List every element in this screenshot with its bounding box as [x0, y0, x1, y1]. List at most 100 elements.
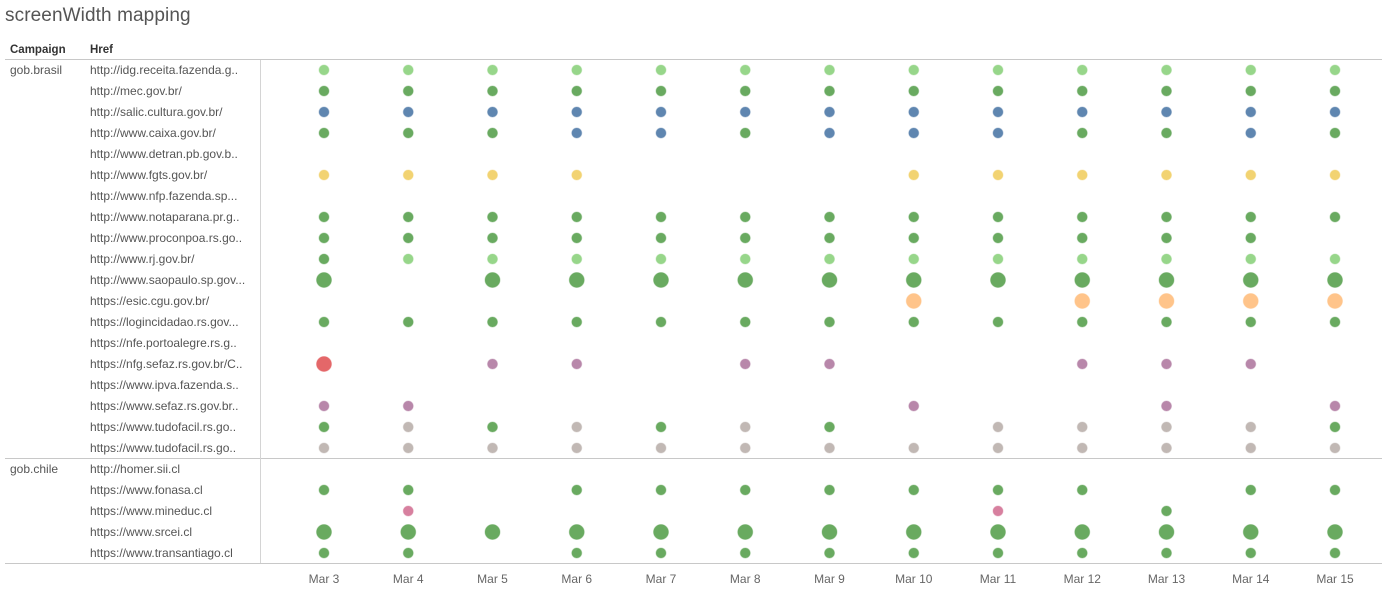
data-point[interactable]: [1076, 442, 1089, 454]
data-point[interactable]: [1073, 523, 1091, 541]
data-point[interactable]: [1244, 85, 1257, 97]
data-point[interactable]: [1326, 523, 1344, 541]
data-point[interactable]: [1244, 484, 1257, 496]
data-point[interactable]: [992, 127, 1004, 139]
data-point[interactable]: [1160, 400, 1173, 412]
data-point[interactable]: [1242, 292, 1260, 310]
data-point[interactable]: [989, 271, 1007, 289]
data-point[interactable]: [1160, 106, 1173, 118]
data-point[interactable]: [739, 253, 752, 265]
data-point[interactable]: [486, 253, 499, 265]
data-point[interactable]: [1329, 106, 1341, 118]
data-point[interactable]: [905, 292, 923, 310]
data-point[interactable]: [402, 316, 415, 328]
data-point[interactable]: [1244, 253, 1257, 265]
data-point[interactable]: [823, 253, 836, 265]
data-point[interactable]: [318, 211, 330, 223]
data-point[interactable]: [655, 106, 667, 118]
data-point[interactable]: [570, 211, 583, 223]
data-point[interactable]: [907, 442, 920, 454]
data-point[interactable]: [399, 523, 417, 541]
data-point[interactable]: [736, 271, 754, 289]
data-point[interactable]: [570, 442, 583, 454]
data-point[interactable]: [1329, 64, 1341, 76]
data-point[interactable]: [1244, 64, 1257, 76]
data-point[interactable]: [1160, 127, 1173, 139]
data-point[interactable]: [402, 547, 415, 559]
data-point[interactable]: [570, 253, 583, 265]
data-point[interactable]: [570, 127, 583, 139]
data-point[interactable]: [823, 358, 836, 370]
data-point[interactable]: [992, 505, 1004, 517]
data-point[interactable]: [739, 106, 752, 118]
data-point[interactable]: [570, 358, 583, 370]
data-point[interactable]: [1244, 169, 1257, 181]
data-point[interactable]: [1326, 292, 1344, 310]
data-point[interactable]: [1160, 505, 1173, 517]
data-point[interactable]: [907, 316, 920, 328]
data-point[interactable]: [570, 64, 583, 76]
data-point[interactable]: [1329, 421, 1341, 433]
data-point[interactable]: [570, 106, 583, 118]
data-point[interactable]: [318, 232, 330, 244]
data-point[interactable]: [907, 127, 920, 139]
data-point[interactable]: [907, 169, 920, 181]
data-point[interactable]: [907, 400, 920, 412]
data-point[interactable]: [318, 421, 330, 433]
data-point[interactable]: [907, 484, 920, 496]
data-point[interactable]: [821, 271, 838, 289]
data-point[interactable]: [992, 316, 1004, 328]
data-point[interactable]: [992, 85, 1004, 97]
data-point[interactable]: [486, 127, 499, 139]
data-point[interactable]: [1329, 316, 1341, 328]
data-point[interactable]: [402, 106, 415, 118]
data-point[interactable]: [568, 271, 586, 289]
data-point[interactable]: [739, 421, 752, 433]
data-point[interactable]: [318, 442, 330, 454]
data-point[interactable]: [1160, 442, 1173, 454]
data-point[interactable]: [1160, 169, 1173, 181]
data-point[interactable]: [318, 64, 330, 76]
data-point[interactable]: [655, 85, 667, 97]
data-point[interactable]: [992, 547, 1004, 559]
data-point[interactable]: [1329, 169, 1341, 181]
data-point[interactable]: [1160, 211, 1173, 223]
data-point[interactable]: [318, 400, 330, 412]
data-point[interactable]: [318, 484, 330, 496]
data-point[interactable]: [821, 523, 838, 541]
data-point[interactable]: [486, 169, 499, 181]
data-point[interactable]: [1076, 211, 1089, 223]
data-point[interactable]: [739, 232, 752, 244]
data-point[interactable]: [402, 127, 415, 139]
data-point[interactable]: [402, 169, 415, 181]
data-point[interactable]: [652, 271, 670, 289]
data-point[interactable]: [1329, 484, 1341, 496]
data-point[interactable]: [823, 232, 836, 244]
data-point[interactable]: [907, 547, 920, 559]
data-point[interactable]: [1076, 253, 1089, 265]
data-point[interactable]: [1242, 523, 1260, 541]
data-point[interactable]: [1076, 484, 1089, 496]
data-point[interactable]: [1329, 253, 1341, 265]
data-point[interactable]: [484, 271, 501, 289]
data-point[interactable]: [1329, 400, 1341, 412]
data-point[interactable]: [823, 211, 836, 223]
data-point[interactable]: [905, 523, 923, 541]
data-point[interactable]: [1244, 106, 1257, 118]
data-point[interactable]: [739, 316, 752, 328]
data-point[interactable]: [318, 127, 330, 139]
data-point[interactable]: [823, 316, 836, 328]
data-point[interactable]: [739, 547, 752, 559]
data-point[interactable]: [655, 421, 667, 433]
data-point[interactable]: [570, 85, 583, 97]
data-point[interactable]: [318, 106, 330, 118]
data-point[interactable]: [570, 169, 583, 181]
data-point[interactable]: [402, 64, 415, 76]
data-point[interactable]: [992, 253, 1004, 265]
data-point[interactable]: [1160, 64, 1173, 76]
data-point[interactable]: [486, 421, 499, 433]
data-point[interactable]: [570, 232, 583, 244]
data-point[interactable]: [1076, 64, 1089, 76]
data-point[interactable]: [1160, 253, 1173, 265]
data-point[interactable]: [1160, 421, 1173, 433]
